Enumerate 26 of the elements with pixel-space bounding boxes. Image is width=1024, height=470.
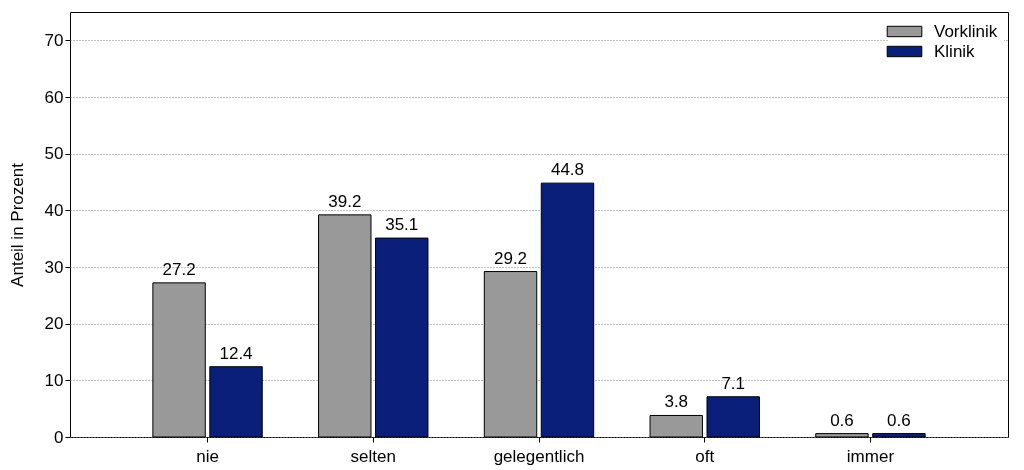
- y-tick-label: 10: [44, 370, 64, 390]
- y-tick-label: 40: [44, 200, 64, 220]
- y-tick-label: 20: [44, 314, 64, 334]
- data-label: 29.2: [493, 248, 528, 268]
- y-tick-label: 50: [44, 144, 64, 164]
- data-label: 0.6: [887, 410, 911, 430]
- data-label: 44.8: [550, 160, 585, 180]
- x-tick-label: gelegentlich: [493, 446, 585, 466]
- x-tick-label: immer: [846, 446, 895, 466]
- legend-label: Vorklinik: [934, 21, 998, 41]
- data-label: 35.1: [385, 215, 419, 235]
- y-tick-label: 0: [54, 427, 64, 447]
- data-label: 0.6: [830, 410, 854, 430]
- y-tick-label: 30: [44, 257, 64, 277]
- data-label: 39.2: [328, 191, 362, 211]
- y-tick-label: 70: [44, 30, 64, 50]
- data-label: 12.4: [219, 343, 253, 363]
- x-tick-label: nie: [196, 446, 219, 466]
- y-axis-title: Anteil in Prozent: [7, 162, 27, 287]
- x-tick-label: oft: [695, 446, 715, 466]
- y-tick-label: 60: [44, 87, 64, 107]
- data-label: 3.8: [664, 392, 689, 412]
- legend-label: Klinik: [934, 41, 976, 61]
- data-label: 7.1: [721, 373, 746, 393]
- data-label: 27.2: [162, 259, 196, 279]
- x-tick-label: selten: [350, 446, 396, 466]
